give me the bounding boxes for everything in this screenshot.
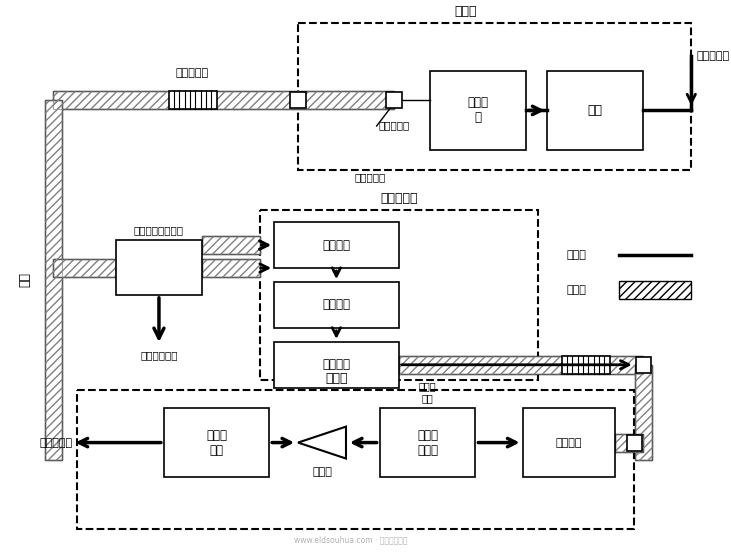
Text: 光缆: 光缆 [18,273,31,288]
Bar [379,408,475,477]
Text: 光调制器: 光调制器 [322,358,350,371]
Text: 电信号: 电信号 [567,250,586,260]
Text: 光纤连接器: 光纤连接器 [379,121,409,131]
Text: 电信号输入: 电信号输入 [696,50,730,61]
Text: 收端机: 收端机 [325,372,348,385]
Bar [615,434,643,452]
Bar [45,101,62,460]
Text: 导向处
理器: 导向处 理器 [206,429,227,457]
Text: 电信号输出: 电信号输出 [39,437,72,447]
Bar [202,259,260,277]
Bar [298,91,394,109]
Text: 光纤分束器合束器: 光纤分束器合束器 [134,225,184,235]
Bar [164,408,269,477]
Text: 电再生器: 电再生器 [322,299,350,311]
Text: 放大器: 放大器 [312,467,332,477]
Bar [635,365,652,460]
Text: 光源: 光源 [588,104,603,117]
Bar [53,259,115,277]
Bar [260,210,538,380]
Bar [77,390,634,529]
Bar [290,92,306,108]
Text: 发端机: 发端机 [455,4,477,18]
Bar [635,365,652,460]
Bar [523,408,615,477]
Bar [431,71,526,150]
Polygon shape [298,426,346,458]
Bar [169,91,216,109]
Bar [298,91,394,109]
Bar [636,357,651,373]
Bar [548,71,643,150]
Bar [53,259,115,277]
Bar [53,91,298,109]
Bar [274,282,398,328]
Text: 光放大器: 光放大器 [556,437,582,447]
Bar [274,342,398,388]
Text: 环形器或其他: 环形器或其他 [140,350,178,360]
Text: 光纤耦合器: 光纤耦合器 [355,173,385,182]
Text: www.eldsouhua.com · 成都光纤研究: www.eldsouhua.com · 成都光纤研究 [294,535,408,544]
Bar [627,435,643,451]
Bar [386,92,401,108]
Bar [45,101,62,460]
Bar [398,356,643,374]
Text: 再生中继器: 再生中继器 [380,192,417,205]
Bar [115,240,202,295]
Text: 光滤波
解调器: 光滤波 解调器 [417,429,438,457]
Text: 电调制
器: 电调制 器 [468,96,489,124]
Bar [202,236,260,254]
Bar [398,356,643,374]
Bar [202,236,260,254]
Bar [53,91,298,109]
Bar [619,281,692,299]
Bar [202,259,260,277]
Bar [562,356,610,374]
Text: 光信号: 光信号 [567,285,586,295]
Bar [274,222,398,268]
Text: 光检波器: 光检波器 [322,238,350,252]
Text: 光纤盘放架: 光纤盘放架 [176,69,209,79]
Text: 光滤波
解调: 光滤波 解调 [419,381,436,403]
Bar [298,23,692,170]
Bar [615,434,643,452]
